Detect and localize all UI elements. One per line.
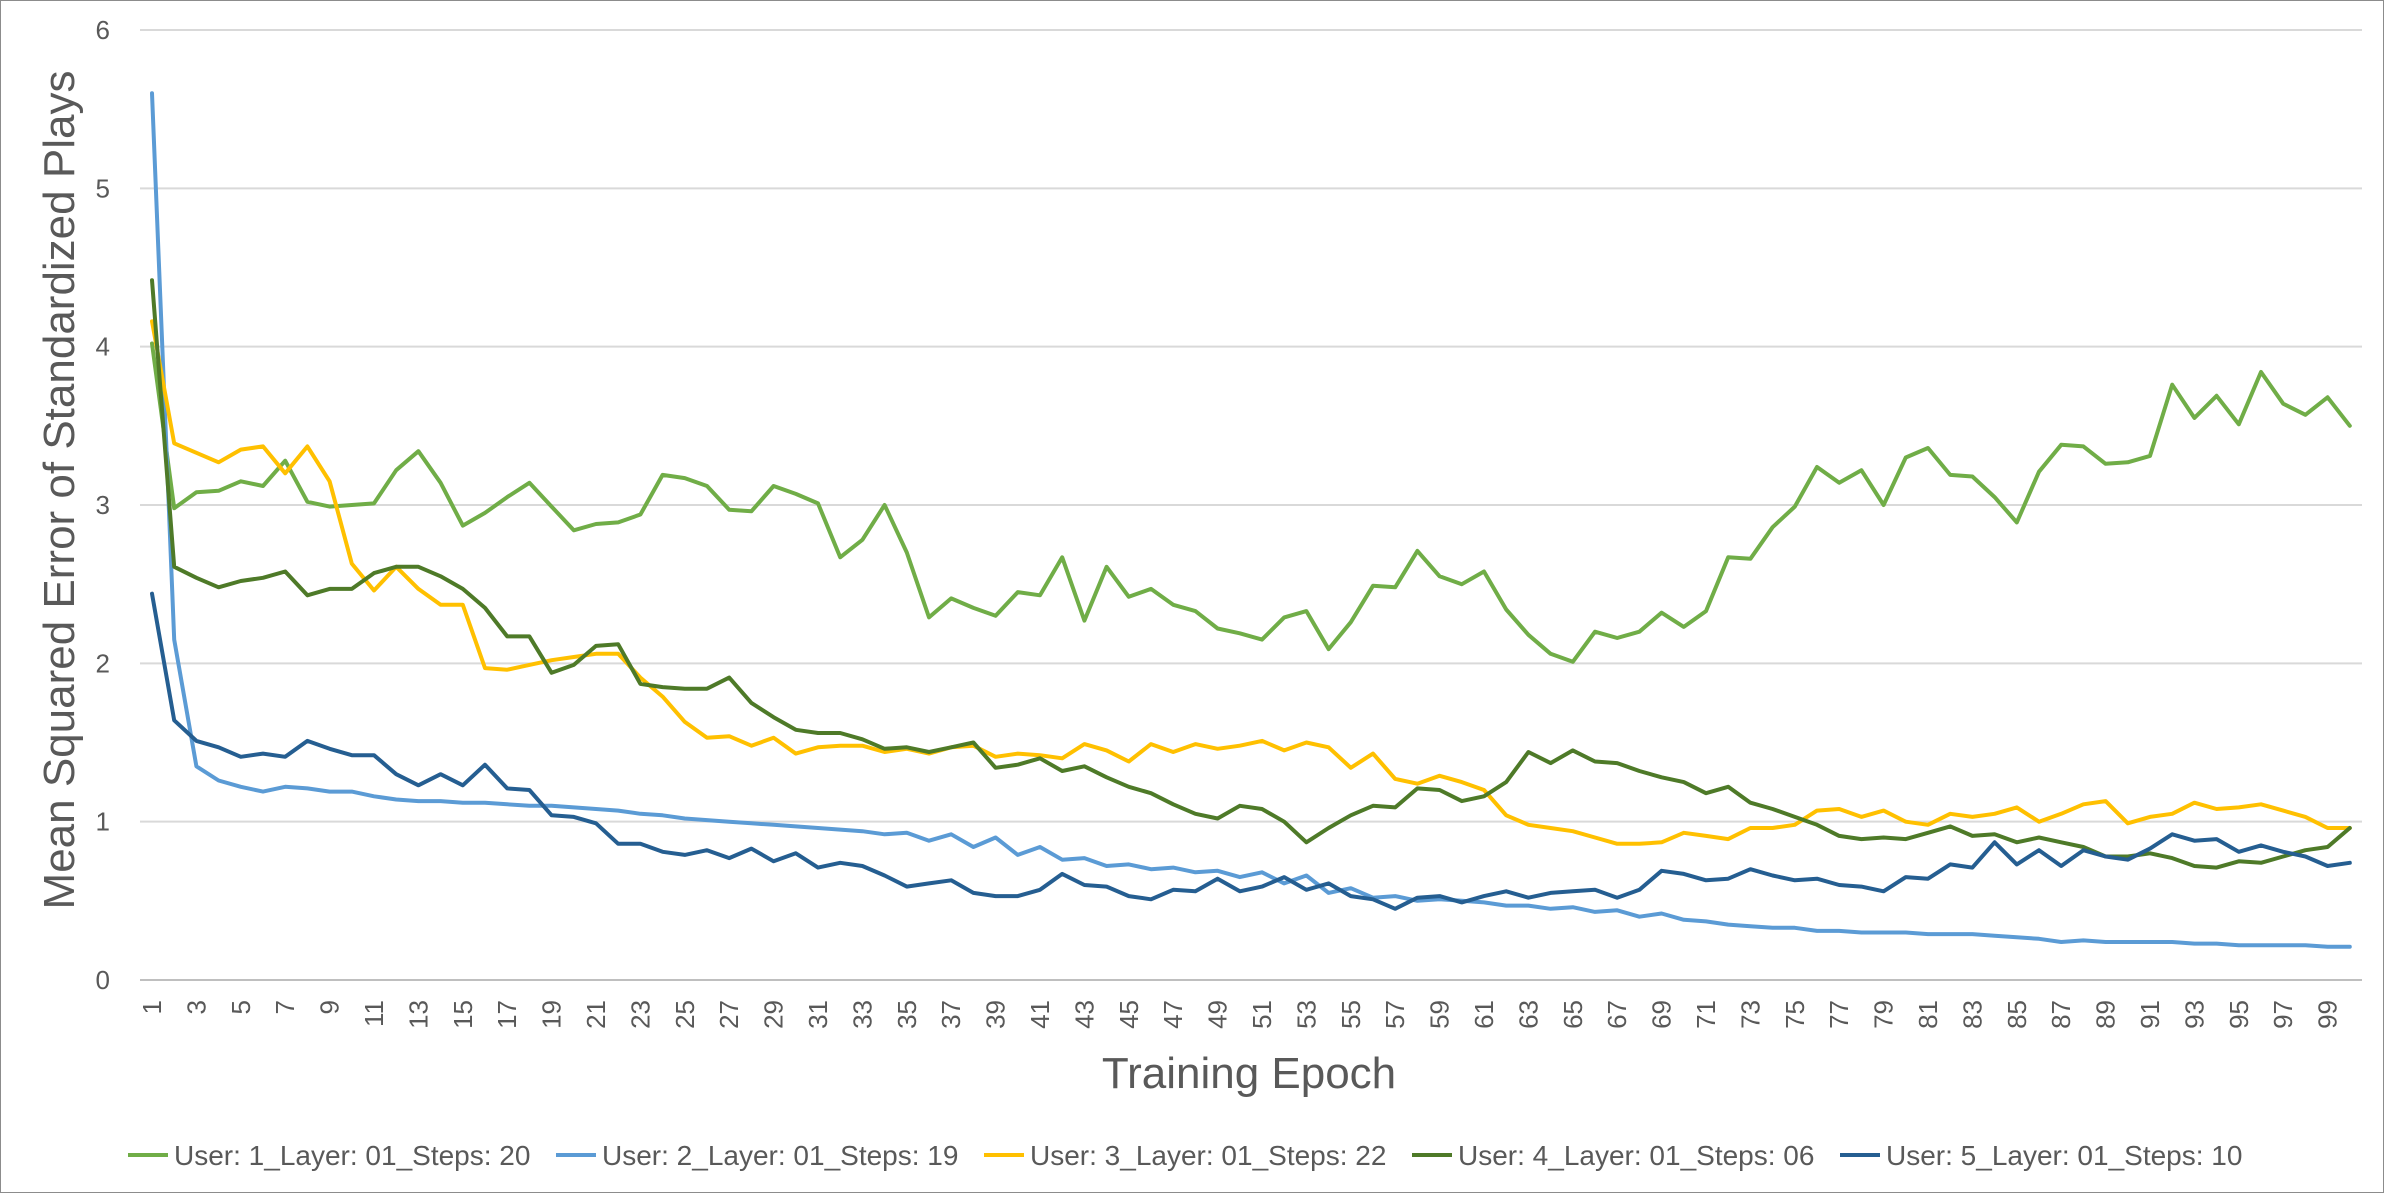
x-tick-label: 93	[2179, 1000, 2209, 1029]
series-line-user-3	[150, 319, 2352, 846]
x-tick-label: 69	[1647, 1000, 1677, 1029]
x-tick-label: 83	[1957, 1000, 1987, 1029]
x-tick-label: 75	[1780, 1000, 1810, 1029]
legend-label-user-2: User: 2_Layer: 01_Steps: 19	[602, 1140, 958, 1171]
x-tick-label: 61	[1469, 1000, 1499, 1029]
x-tick-label: 37	[936, 1000, 966, 1029]
legend-label-user-1: User: 1_Layer: 01_Steps: 20	[174, 1140, 530, 1171]
x-tick-label: 67	[1602, 1000, 1632, 1029]
y-tick-label: 3	[96, 490, 110, 520]
x-tick-label: 85	[2002, 1000, 2032, 1029]
x-tick-label: 77	[1824, 1000, 1854, 1029]
grid-lines	[140, 29, 2362, 981]
y-tick-label: 0	[96, 965, 110, 995]
x-tick-label: 49	[1203, 1000, 1233, 1029]
x-tick-label: 51	[1247, 1000, 1277, 1029]
x-tick-label: 1	[137, 1000, 167, 1014]
legend: User: 1_Layer: 01_Steps: 20 User: 2_Layer…	[128, 1140, 2242, 1171]
series-line-user-4	[150, 278, 2352, 870]
x-tick-label: 87	[2046, 1000, 2076, 1029]
x-tick-label: 13	[403, 1000, 433, 1029]
x-tick-label: 31	[803, 1000, 833, 1029]
legend-label-user-5: User: 5_Layer: 01_Steps: 10	[1886, 1140, 2242, 1171]
x-tick-label: 27	[714, 1000, 744, 1029]
x-tick-label: 9	[315, 1000, 345, 1014]
legend-label-user-3: User: 3_Layer: 01_Steps: 22	[1030, 1140, 1386, 1171]
x-tick-label: 65	[1558, 1000, 1588, 1029]
series-line-user-1	[150, 341, 2352, 664]
x-tick-label: 89	[2091, 1000, 2121, 1029]
x-tick-label: 19	[537, 1000, 567, 1029]
x-tick-label: 39	[981, 1000, 1011, 1029]
y-tick-label: 6	[96, 15, 110, 45]
y-tick-label: 1	[96, 807, 110, 837]
x-tick-label: 53	[1291, 1000, 1321, 1029]
x-tick-label: 97	[2268, 1000, 2298, 1029]
x-tick-label: 3	[181, 1000, 211, 1014]
x-tick-label: 21	[581, 1000, 611, 1029]
x-tick-label: 47	[1158, 1000, 1188, 1029]
y-axis-title: Mean Squared Error of Standardized Plays	[35, 71, 84, 910]
x-tick-label: 35	[892, 1000, 922, 1029]
x-tick-label: 79	[1869, 1000, 1899, 1029]
x-tick-label: 55	[1336, 1000, 1366, 1029]
series-line-user-5	[150, 591, 2352, 911]
series-line-user-2	[150, 91, 2352, 949]
x-tick-label: 99	[2313, 1000, 2343, 1029]
x-tick-label: 17	[492, 1000, 522, 1029]
legend-label-user-4: User: 4_Layer: 01_Steps: 06	[1458, 1140, 1814, 1171]
x-tick-label: 25	[670, 1000, 700, 1029]
series-lines	[150, 91, 2352, 949]
x-tick-label: 5	[226, 1000, 256, 1014]
x-tick-label: 29	[759, 1000, 789, 1029]
x-tick-label: 41	[1025, 1000, 1055, 1029]
x-tick-label: 57	[1380, 1000, 1410, 1029]
x-tick-label: 63	[1513, 1000, 1543, 1029]
y-tick-label: 2	[96, 648, 110, 678]
x-tick-label: 81	[1913, 1000, 1943, 1029]
x-tick-label: 23	[625, 1000, 655, 1029]
x-tick-label: 7	[270, 1000, 300, 1014]
x-tick-label: 11	[359, 1000, 389, 1027]
x-tick-label: 73	[1735, 1000, 1765, 1029]
x-tick-labels: 1 3 5 7 9 11 13 15 17 19 21 23 25 27 29 31 33 35 37 39 41 43 4…	[137, 1000, 2343, 1029]
x-tick-label: 95	[2224, 1000, 2254, 1029]
x-tick-label: 15	[448, 1000, 478, 1029]
x-tick-label: 59	[1425, 1000, 1455, 1029]
y-tick-labels: 0 1 2 3 4 5 6	[96, 15, 110, 995]
y-tick-label: 5	[96, 173, 110, 203]
x-axis-title: Training Epoch	[1102, 1049, 1396, 1098]
x-tick-label: 43	[1069, 1000, 1099, 1029]
y-tick-label: 4	[96, 332, 110, 362]
x-tick-label: 71	[1691, 1000, 1721, 1029]
x-tick-label: 33	[847, 1000, 877, 1029]
x-tick-label: 91	[2135, 1000, 2165, 1029]
x-tick-label: 45	[1114, 1000, 1144, 1029]
